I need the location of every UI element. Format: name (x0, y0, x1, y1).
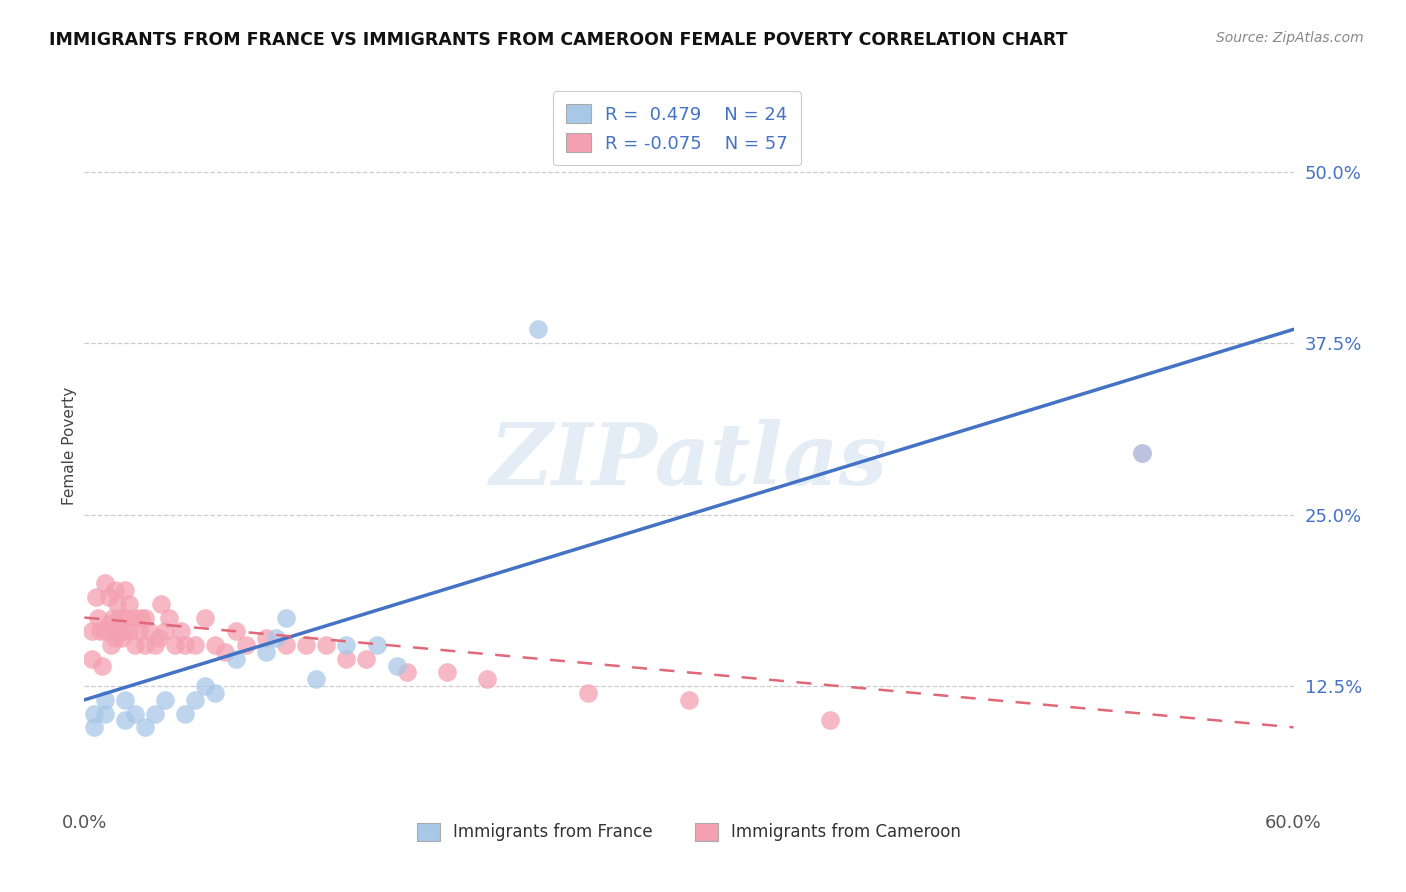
Point (366, 638, 388, 652)
Point (335, 638, 357, 652)
Point (157, 610, 180, 624)
Point (1132, 446, 1154, 460)
Point (254, 645, 277, 659)
Point (104, 631, 127, 645)
Point (165, 638, 187, 652)
Point (225, 651, 247, 665)
Point (83, 706, 105, 721)
Point (477, 673, 499, 687)
Point (143, 706, 166, 721)
Point (184, 693, 207, 707)
Point (93, 576, 115, 591)
Point (194, 610, 217, 624)
Point (305, 673, 328, 687)
Point (274, 610, 297, 624)
Point (101, 610, 124, 624)
Point (128, 624, 150, 639)
Point (527, 322, 550, 336)
Point (235, 638, 257, 652)
Point (174, 706, 197, 721)
Point (82, 651, 104, 665)
Point (204, 686, 226, 700)
Point (1132, 446, 1154, 460)
Point (134, 720, 156, 734)
Point (104, 583, 127, 598)
Point (385, 658, 408, 673)
Point (93, 706, 115, 721)
Point (97, 617, 120, 632)
Point (97, 590, 120, 604)
Text: IMMIGRANTS FROM FRANCE VS IMMIGRANTS FROM CAMEROON FEMALE POVERTY CORRELATION CH: IMMIGRANTS FROM FRANCE VS IMMIGRANTS FRO… (49, 31, 1067, 49)
Point (93, 693, 115, 707)
Point (678, 693, 700, 707)
Point (335, 651, 357, 665)
Point (82, 624, 104, 639)
Point (264, 631, 287, 645)
Point (395, 665, 418, 680)
Point (153, 624, 176, 639)
Point (274, 638, 297, 652)
Point (153, 693, 176, 707)
Point (105, 597, 128, 611)
Point (118, 597, 141, 611)
Point (148, 631, 170, 645)
Point (170, 624, 193, 639)
Point (86, 590, 108, 604)
Point (576, 686, 599, 700)
Point (87, 610, 110, 624)
Point (93, 624, 115, 639)
Point (214, 645, 236, 659)
Point (114, 583, 136, 598)
Point (110, 631, 132, 645)
Point (138, 624, 160, 639)
Text: ZIPatlas: ZIPatlas (489, 418, 889, 502)
Point (194, 679, 217, 693)
Point (134, 610, 156, 624)
Point (107, 610, 129, 624)
Point (134, 638, 156, 652)
Point (100, 638, 122, 652)
Point (254, 631, 277, 645)
Text: Source: ZipAtlas.com: Source: ZipAtlas.com (1216, 31, 1364, 45)
Point (105, 624, 128, 639)
Point (129, 610, 152, 624)
Point (124, 610, 146, 624)
Point (83, 720, 105, 734)
Legend: Immigrants from France, Immigrants from Cameroon: Immigrants from France, Immigrants from … (411, 816, 967, 848)
Point (89, 624, 111, 639)
Point (174, 638, 197, 652)
Point (91, 658, 114, 673)
Point (315, 638, 337, 652)
Point (114, 610, 136, 624)
Point (111, 624, 134, 639)
Point (436, 665, 458, 680)
Point (114, 693, 136, 707)
Point (356, 651, 378, 665)
Point (295, 638, 318, 652)
Point (149, 597, 172, 611)
Point (225, 624, 247, 639)
Point (118, 624, 141, 639)
Point (114, 714, 136, 728)
Point (204, 638, 226, 652)
Point (184, 638, 207, 652)
Y-axis label: Female Poverty: Female Poverty (62, 387, 77, 505)
Point (818, 714, 841, 728)
Point (124, 706, 146, 721)
Point (124, 638, 146, 652)
Point (143, 638, 166, 652)
